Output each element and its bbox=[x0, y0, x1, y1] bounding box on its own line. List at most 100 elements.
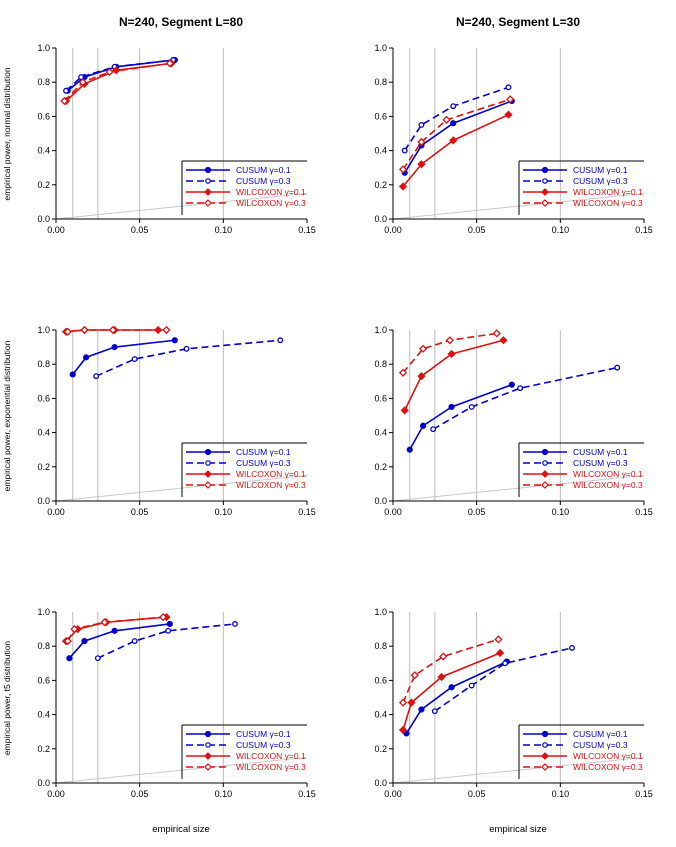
series-line bbox=[402, 113, 509, 188]
y-tick-label: 0.0 bbox=[37, 496, 50, 506]
y-tick-label: 0.2 bbox=[374, 462, 387, 472]
legend-entry-label: WILCOXON γ=0.1 bbox=[573, 751, 643, 761]
legend-marker bbox=[542, 460, 548, 466]
y-axis-label-row3: empirical power, t5 distribution bbox=[2, 641, 12, 756]
x-tick-label: 0.10 bbox=[552, 789, 570, 799]
chart-panel-6: 0.0 0.2 0.4 0.6 0.8 1.0 0.00 0.05 0.10 0.15 CUSUM … bbox=[374, 607, 652, 799]
data-point bbox=[183, 345, 190, 352]
y-tick-label: 0.6 bbox=[37, 393, 50, 403]
data-point bbox=[93, 373, 100, 380]
data-point bbox=[131, 638, 138, 645]
y-tick-label: 0.0 bbox=[374, 778, 387, 788]
y-tick-label: 0.8 bbox=[37, 77, 50, 87]
series-line bbox=[67, 59, 175, 92]
legend-marker bbox=[204, 448, 212, 456]
data-point bbox=[468, 682, 475, 689]
y-tick-label: 1.0 bbox=[37, 325, 50, 335]
data-point bbox=[401, 147, 408, 154]
series-line bbox=[402, 652, 501, 731]
series-line bbox=[65, 59, 174, 92]
y-tick-label: 0.2 bbox=[374, 180, 387, 190]
data-point bbox=[232, 621, 238, 627]
y-tick-label: 0.6 bbox=[374, 675, 387, 685]
legend-marker bbox=[204, 188, 212, 196]
data-point bbox=[450, 103, 457, 110]
data-point bbox=[400, 406, 409, 415]
legend-entry-label: WILCOXON γ=0.3 bbox=[573, 762, 643, 772]
x-tick-label: 0.05 bbox=[468, 225, 486, 235]
data-point bbox=[398, 725, 408, 735]
series-line bbox=[403, 339, 504, 411]
y-axis-label-row2: empirical power, exponential distributio… bbox=[2, 340, 12, 491]
x-tick-label: 0.00 bbox=[384, 789, 402, 799]
data-point bbox=[431, 708, 438, 715]
y-tick-label: 0.8 bbox=[374, 359, 387, 369]
data-point bbox=[420, 422, 427, 429]
data-point bbox=[502, 660, 509, 667]
legend-entry-label: CUSUM γ=0.3 bbox=[236, 176, 291, 186]
data-point bbox=[418, 121, 425, 128]
x-tick-label: 0.10 bbox=[215, 225, 233, 235]
data-point bbox=[66, 655, 73, 662]
data-point bbox=[111, 344, 118, 351]
data-point bbox=[403, 730, 410, 737]
data-point bbox=[410, 671, 419, 680]
legend-marker bbox=[541, 166, 549, 174]
x-tick-label: 0.15 bbox=[635, 507, 653, 517]
y-tick-label: 0.4 bbox=[37, 428, 50, 438]
data-point bbox=[78, 78, 87, 87]
x-tick-label: 0.00 bbox=[384, 225, 402, 235]
data-point bbox=[166, 620, 173, 628]
legend-entry-label: CUSUM γ=0.1 bbox=[573, 165, 628, 175]
series-line bbox=[404, 100, 513, 174]
data-point bbox=[430, 426, 437, 433]
y-tick-label: 0.8 bbox=[37, 359, 50, 369]
legend-marker bbox=[542, 178, 548, 184]
y-tick-label: 0.4 bbox=[374, 710, 387, 720]
data-point bbox=[165, 59, 174, 68]
data-point bbox=[131, 356, 138, 363]
y-tick-label: 0.6 bbox=[37, 675, 50, 685]
y-tick-label: 1.0 bbox=[37, 43, 50, 53]
data-point bbox=[407, 698, 416, 707]
data-point bbox=[417, 137, 426, 147]
data-point bbox=[63, 327, 72, 336]
data-point bbox=[70, 624, 79, 634]
x-tick-label: 0.00 bbox=[47, 507, 65, 517]
legend-entry-label: CUSUM γ=0.3 bbox=[573, 458, 628, 468]
x-tick-label: 0.05 bbox=[468, 789, 486, 799]
legend-marker bbox=[204, 199, 212, 207]
data-point bbox=[506, 95, 515, 104]
y-tick-label: 0.6 bbox=[374, 393, 387, 403]
data-point bbox=[60, 96, 69, 106]
data-point bbox=[80, 325, 89, 335]
y-tick-label: 1.0 bbox=[374, 325, 387, 335]
legend-marker bbox=[541, 752, 549, 760]
data-point bbox=[277, 337, 284, 344]
series-line bbox=[65, 616, 167, 642]
legend-entry-label: CUSUM γ=0.1 bbox=[236, 447, 291, 457]
legend-marker bbox=[542, 742, 548, 748]
x-tick-label: 0.15 bbox=[298, 507, 316, 517]
y-tick-label: 0.6 bbox=[37, 111, 50, 121]
series-line bbox=[72, 339, 175, 375]
data-point bbox=[81, 637, 88, 645]
data-point bbox=[69, 371, 76, 378]
data-point bbox=[418, 706, 425, 713]
legend-marker bbox=[541, 730, 549, 738]
x-tick-label: 0.00 bbox=[47, 789, 65, 799]
series-line bbox=[405, 660, 508, 734]
y-tick-label: 0.6 bbox=[374, 111, 387, 121]
data-point bbox=[447, 349, 456, 359]
y-tick-label: 0.4 bbox=[374, 146, 387, 156]
legend-entry-label: WILCOXON γ=0.1 bbox=[236, 469, 306, 479]
data-point bbox=[111, 627, 118, 634]
data-point bbox=[398, 165, 408, 174]
y-tick-label: 0.2 bbox=[37, 462, 50, 472]
data-point bbox=[100, 618, 109, 627]
data-point bbox=[158, 613, 168, 622]
data-point bbox=[499, 336, 508, 345]
series-line bbox=[434, 647, 573, 712]
x-tick-label: 0.15 bbox=[298, 789, 316, 799]
